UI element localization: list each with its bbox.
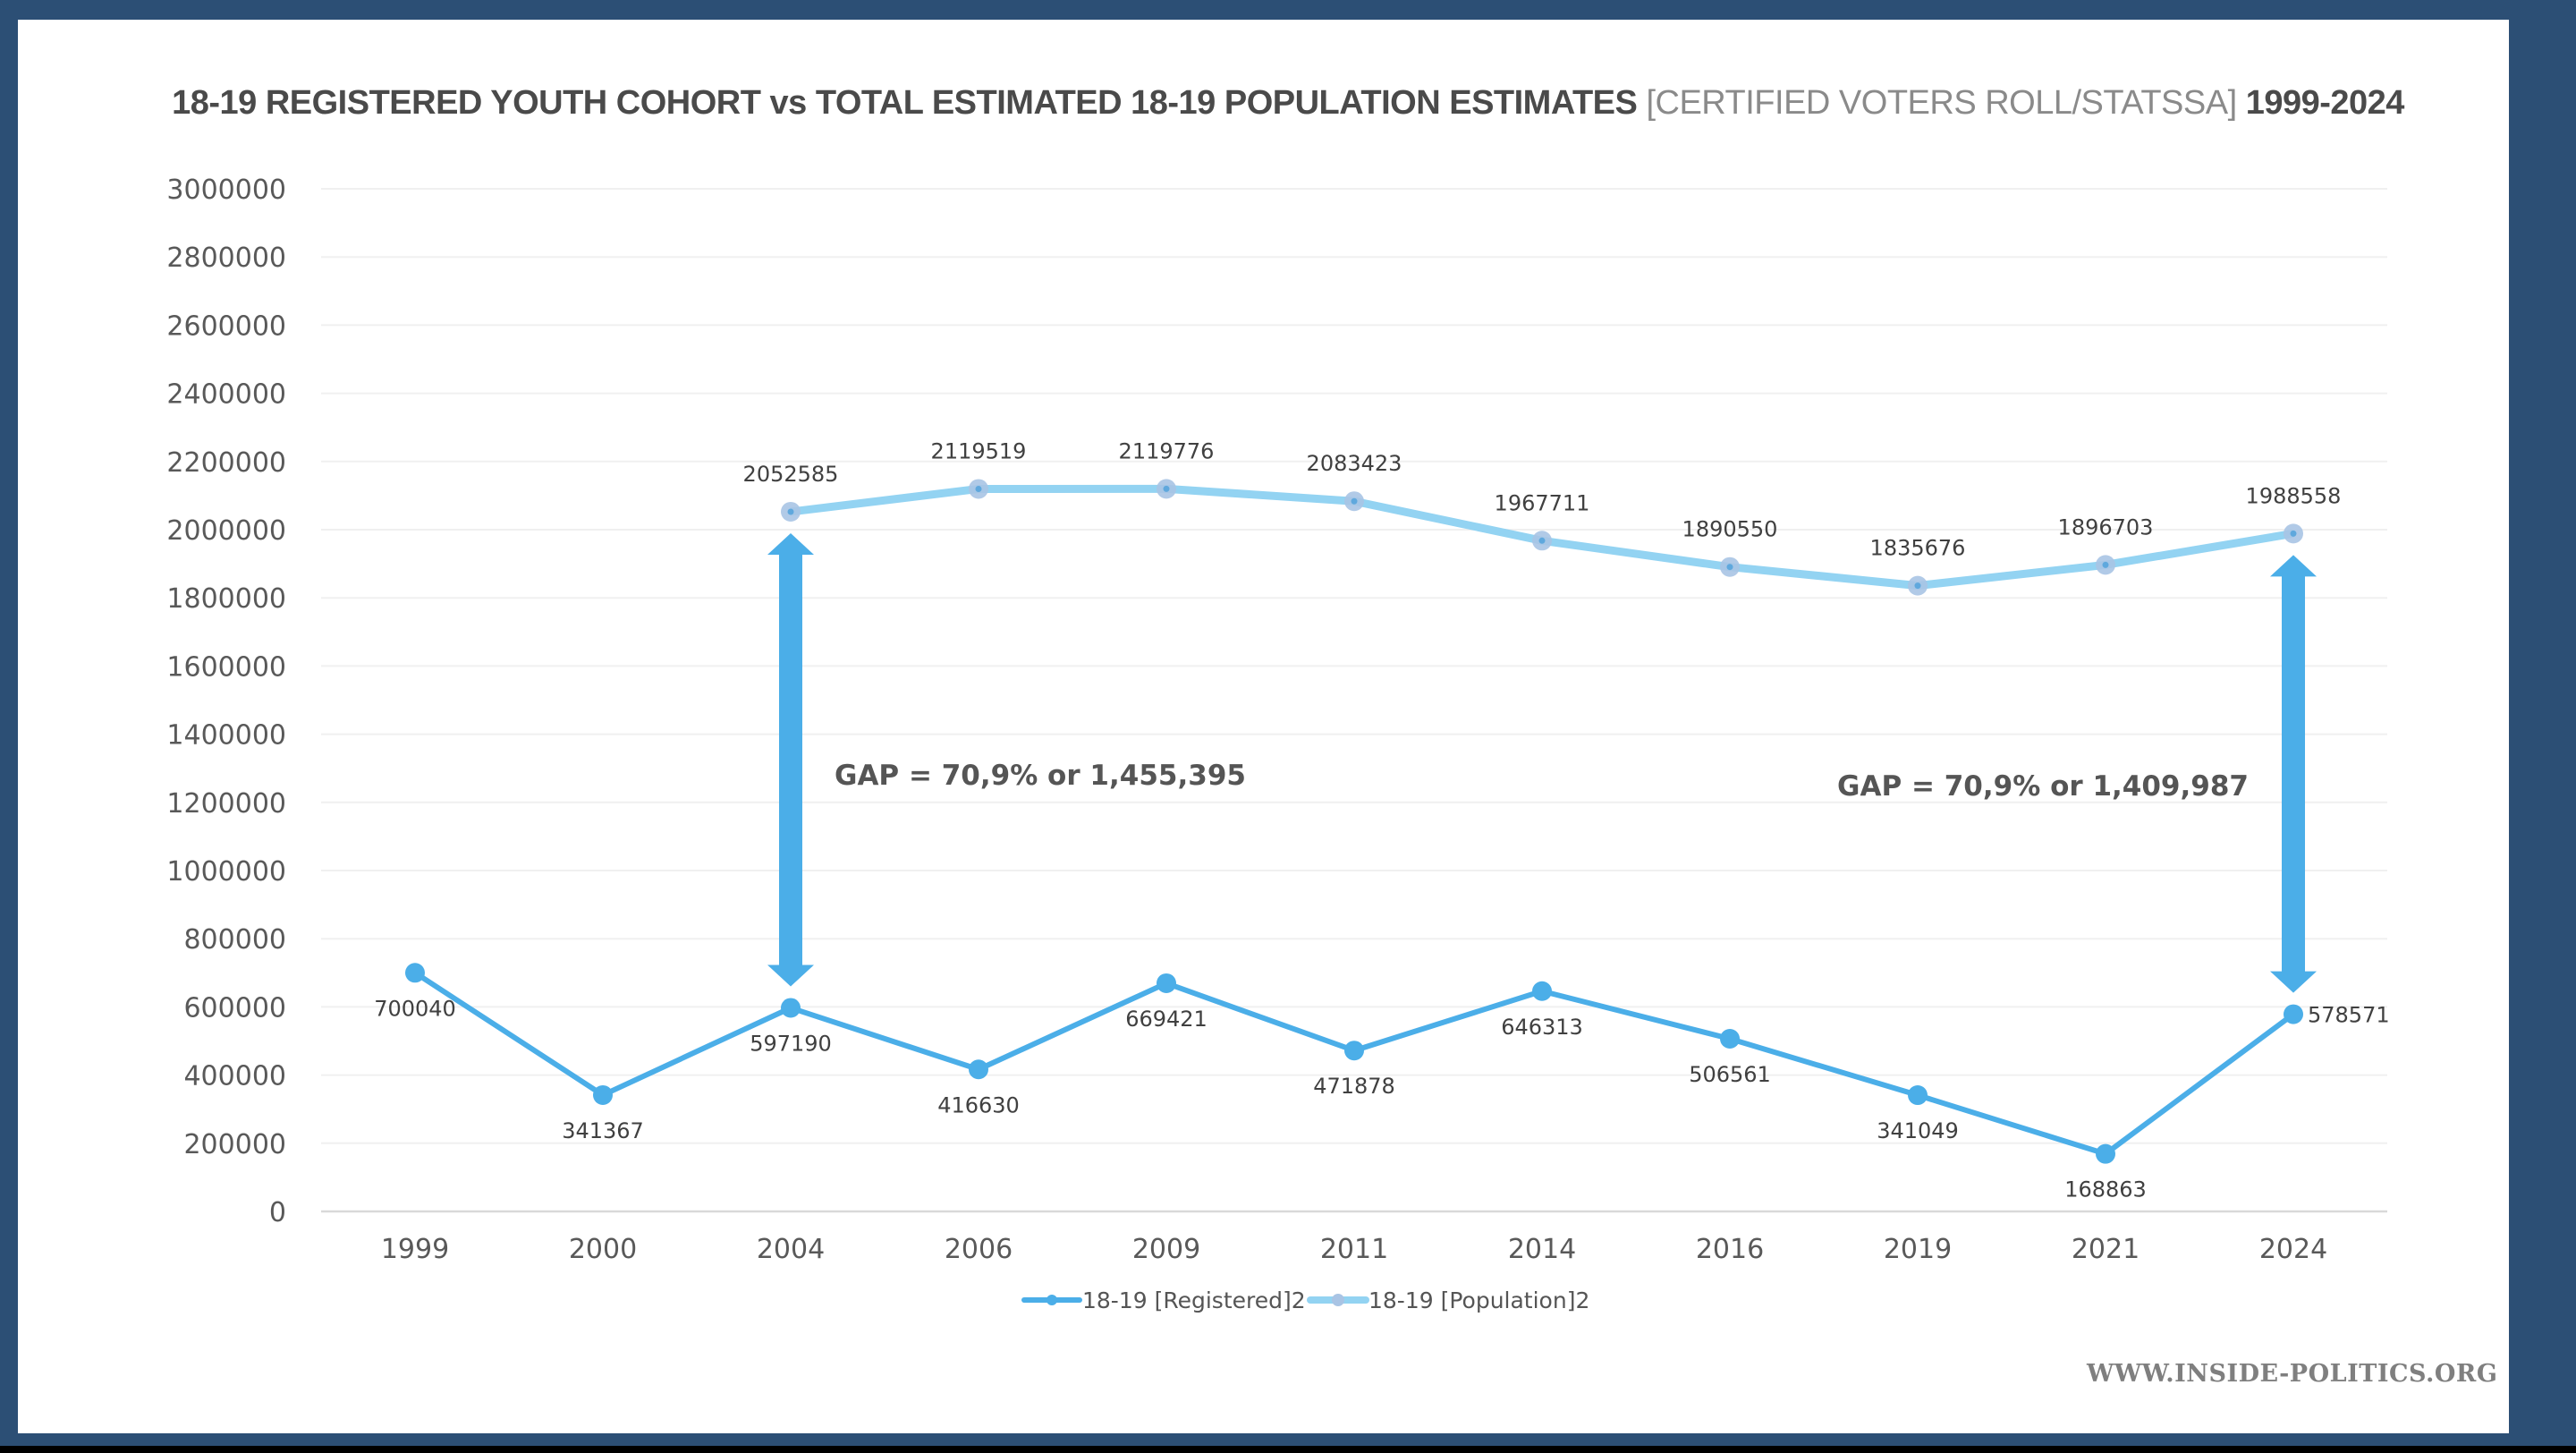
population-marker-center — [1726, 564, 1733, 571]
population-marker-center — [975, 485, 982, 492]
registered-marker — [2096, 1143, 2115, 1164]
registered-data-label: 669421 — [1125, 1007, 1208, 1032]
y-axis: 0 200000 400000 600000 800000 1000000 1200000 1… — [166, 174, 286, 1228]
gridlines — [321, 188, 2387, 1144]
registered-marker — [969, 1059, 988, 1080]
y-tick-label: 1400000 — [166, 720, 286, 752]
y-tick-label: 3000000 — [166, 174, 286, 206]
population-data-label: 1988558 — [2246, 483, 2342, 508]
gap-arrows: GAP = 70,9% or 1,455,395 GAP = 70,9% or 1… — [767, 532, 2317, 993]
registered-marker — [1908, 1085, 1928, 1106]
registered-marker — [405, 963, 425, 983]
gap-double-arrow — [767, 532, 814, 987]
x-tick-label: 2004 — [757, 1234, 825, 1265]
watermark: WWW.INSIDE-POLITICS.ORG — [2087, 1360, 2498, 1388]
population-marker-center — [2290, 530, 2297, 537]
population-data-label: 2052585 — [743, 462, 839, 487]
population-data-label: 1890550 — [1682, 517, 1778, 542]
population-data-label: 2119776 — [1119, 438, 1215, 463]
population-marker-center — [1538, 537, 1546, 544]
population-marker-center — [1914, 582, 1921, 590]
y-tick-label: 2000000 — [166, 515, 286, 547]
x-tick-label: 2006 — [945, 1234, 1013, 1265]
registered-data-label: 578571 — [2308, 1003, 2390, 1028]
registered-marker — [1344, 1041, 1364, 1061]
x-tick-label: 2011 — [1320, 1234, 1388, 1265]
x-tick-label: 2019 — [1884, 1234, 1952, 1265]
title-main: 18-19 REGISTERED YOUTH COHORT vs TOTAL E… — [172, 84, 1638, 122]
population-data-label: 1896703 — [2058, 514, 2154, 540]
registered-marker — [2284, 1004, 2303, 1024]
y-tick-label: 1000000 — [166, 856, 286, 888]
x-axis: 1999 2000 2004 2006 2009 2011 2014 2016 2019 2021… — [321, 1210, 2387, 1265]
legend: 18-19 [Registered]2 18-19 [Population]2 — [1021, 1287, 1589, 1313]
x-tick-label: 2009 — [1132, 1234, 1200, 1265]
population-marker-center — [787, 508, 794, 515]
population-data-label: 1835676 — [1870, 536, 1966, 561]
x-tick-label: 1999 — [381, 1234, 449, 1265]
series-lines — [405, 479, 2303, 1164]
data-labels: 2052585 2119519 2119776 2083423 1967711 18905… — [374, 438, 2389, 1202]
y-tick-label: 0 — [269, 1197, 286, 1228]
x-tick-label: 2021 — [2072, 1234, 2140, 1265]
x-tick-label: 2024 — [2259, 1234, 2327, 1265]
population-data-label: 2083423 — [1307, 451, 1402, 476]
registered-data-label: 341049 — [1877, 1118, 1959, 1143]
legend-swatch-marker — [1046, 1295, 1057, 1305]
registered-data-label: 506561 — [1689, 1062, 1771, 1087]
chart-title: 18-19 REGISTERED YOUTH COHORT vs TOTAL E… — [0, 84, 2576, 123]
registered-data-label: 341367 — [562, 1118, 644, 1143]
registered-data-label: 168863 — [2064, 1177, 2147, 1202]
registered-marker — [593, 1084, 613, 1105]
y-tick-label: 1600000 — [166, 651, 286, 683]
y-tick-label: 1800000 — [166, 583, 286, 615]
population-marker-center — [2102, 561, 2109, 568]
registered-data-label: 646313 — [1501, 1015, 1583, 1040]
population-data-label: 1967711 — [1495, 490, 1590, 515]
y-tick-label: 2600000 — [166, 310, 286, 342]
title-source: [CERTIFIED VOTERS ROLL/STATSSA] — [1646, 84, 2237, 122]
chart-panel — [18, 20, 2509, 1433]
registered-line — [413, 970, 2295, 1157]
x-tick-label: 2016 — [1696, 1234, 1764, 1265]
x-tick-label: 2000 — [569, 1234, 637, 1265]
y-tick-label: 2200000 — [166, 447, 286, 479]
y-tick-label: 200000 — [183, 1129, 286, 1160]
legend-swatch-marker — [1332, 1294, 1344, 1306]
y-tick-label: 400000 — [183, 1061, 286, 1092]
registered-marker — [1532, 981, 1552, 1001]
x-tick-label: 2014 — [1508, 1234, 1576, 1265]
legend-label: 18-19 [Registered]2 — [1082, 1287, 1306, 1313]
registered-marker — [1157, 973, 1176, 993]
y-tick-label: 600000 — [183, 992, 286, 1024]
y-tick-label: 800000 — [183, 924, 286, 956]
gap-annotation: GAP = 70,9% or 1,409,987 — [1837, 770, 2249, 803]
gap-annotation: GAP = 70,9% or 1,455,395 — [835, 760, 1246, 792]
y-tick-label: 1200000 — [166, 788, 286, 820]
y-tick-label: 2400000 — [166, 379, 286, 411]
registered-marker — [781, 998, 801, 1018]
gap-double-arrow — [2270, 555, 2317, 993]
legend-label: 18-19 [Population]2 — [1368, 1287, 1589, 1313]
registered-data-label: 700040 — [374, 996, 456, 1021]
registered-data-label: 471878 — [1313, 1074, 1395, 1099]
title-range: 1999-2024 — [2245, 84, 2405, 122]
registered-data-label: 416630 — [937, 1092, 1020, 1117]
y-tick-label: 2800000 — [166, 242, 286, 274]
population-data-label: 2119519 — [931, 438, 1027, 463]
population-marker-center — [1163, 485, 1170, 492]
population-marker-center — [1351, 497, 1358, 505]
registered-data-label: 597190 — [750, 1031, 832, 1056]
registered-marker — [1720, 1029, 1740, 1049]
